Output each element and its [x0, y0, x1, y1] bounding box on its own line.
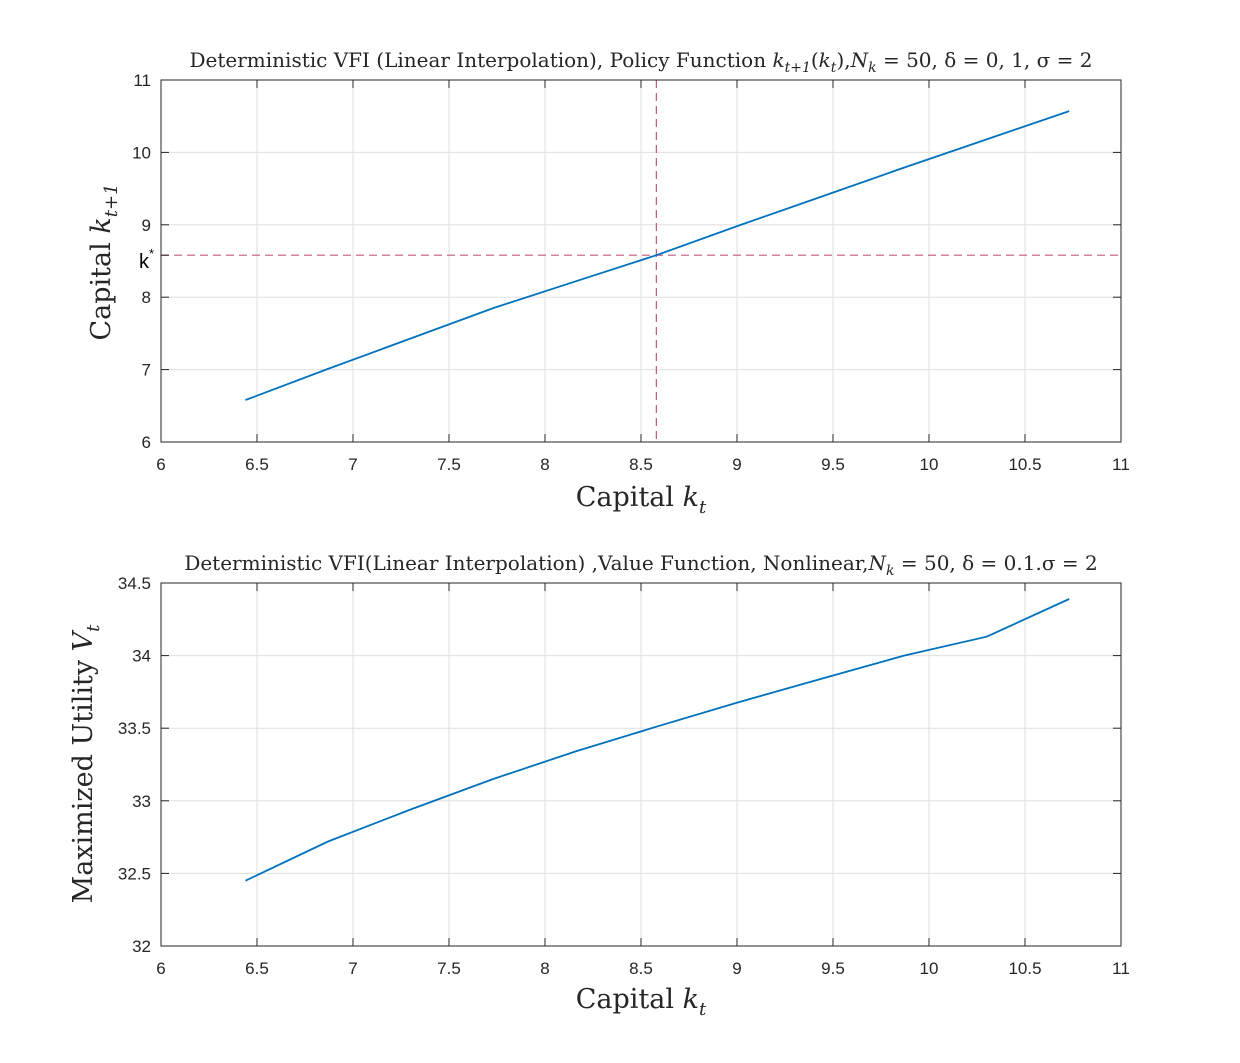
policy-x-tick-label: 10.5 [1008, 455, 1041, 474]
value-y-tick-label: 34.5 [118, 574, 151, 593]
policy-chart: 6 6.5 7 7.5 8 8.5 9 9.5 10 10.5 11 6 7 8 9 10 11 k* Det… [86, 48, 1130, 518]
policy-reference-lines [161, 80, 1121, 442]
value-y-tick-labels: 32 32.5 33 33.5 34 34.5 [118, 574, 151, 956]
value-x-tick-label: 9.5 [821, 959, 845, 978]
policy-y-tick-label: 11 [133, 71, 151, 90]
k-star-tick-label: k* [139, 246, 154, 273]
value-x-tick-labels: 6 6.5 7 7.5 8 8.5 9 9.5 10 10.5 11 [156, 959, 1130, 978]
policy-x-tick-label: 6.5 [245, 455, 269, 474]
policy-x-tick-label: 8.5 [629, 455, 653, 474]
policy-x-tick-label: 11 [1112, 455, 1130, 474]
value-chart: 6 6.5 7 7.5 8 8.5 9 9.5 10 10.5 11 3232.53333.5343… [68, 551, 1130, 1020]
value-x-tick-label: 10.5 [1008, 959, 1041, 978]
policy-x-axis-label: Capital kt [576, 482, 707, 518]
value-x-tick-label: 9 [732, 959, 741, 978]
value-chart-title: Deterministic VFI(Linear Interpolation) … [184, 551, 1097, 579]
policy-y-tick-label: 10 [132, 143, 151, 162]
value-x-tick-label: 6 [156, 959, 165, 978]
value-y-axis-label: Maximized Utility Vt [68, 624, 104, 904]
policy-y-tick-label: 6 [142, 433, 151, 452]
policy-x-tick-labels: 6 6.5 7 7.5 8 8.5 9 9.5 10 10.5 11 [156, 455, 1130, 474]
policy-x-tick-label: 7.5 [437, 455, 461, 474]
value-grid [160, 582, 1122, 947]
policy-x-tick-label: 9.5 [821, 455, 845, 474]
value-y-tick-label: 32 [132, 937, 151, 956]
policy-x-tick-label: 6 [156, 455, 165, 474]
value-series-line [245, 598, 1070, 882]
value-x-tick-label: 7.5 [437, 959, 461, 978]
value-x-tick-label: 7 [348, 959, 357, 978]
value-y-tick-label: 34 [132, 647, 151, 666]
policy-tick-marks [160, 79, 1122, 443]
value-y-tick-label: 32.5 [118, 864, 151, 883]
value-x-tick-label: 8 [540, 959, 549, 978]
policy-chart-title: Deterministic VFI (Linear Interpolation)… [190, 48, 1093, 76]
policy-y-tick-label: 9 [142, 216, 151, 235]
policy-y-tick-labels: 6 7 8 9 10 11 [132, 71, 151, 452]
value-x-tick-label: 8.5 [629, 959, 653, 978]
value-y-tick-label: 33 [132, 792, 151, 811]
value-x-tick-label: 11 [1112, 959, 1130, 978]
value-x-tick-label: 6.5 [245, 959, 269, 978]
policy-series-line [245, 110, 1070, 401]
value-y-tick-label: 33.5 [118, 719, 151, 738]
policy-x-tick-label: 9 [732, 455, 741, 474]
value-x-tick-label: 10 [920, 959, 939, 978]
policy-y-tick-label: 7 [142, 361, 151, 380]
policy-x-tick-label: 8 [540, 455, 549, 474]
value-tick-marks [160, 582, 1122, 947]
policy-y-tick-label: 8 [142, 288, 151, 307]
value-x-axis-label: Capital kt [576, 984, 707, 1020]
policy-x-tick-label: 7 [348, 455, 357, 474]
policy-x-tick-label: 10 [920, 455, 939, 474]
policy-y-axis-label: Capital kt+1 [86, 184, 122, 341]
